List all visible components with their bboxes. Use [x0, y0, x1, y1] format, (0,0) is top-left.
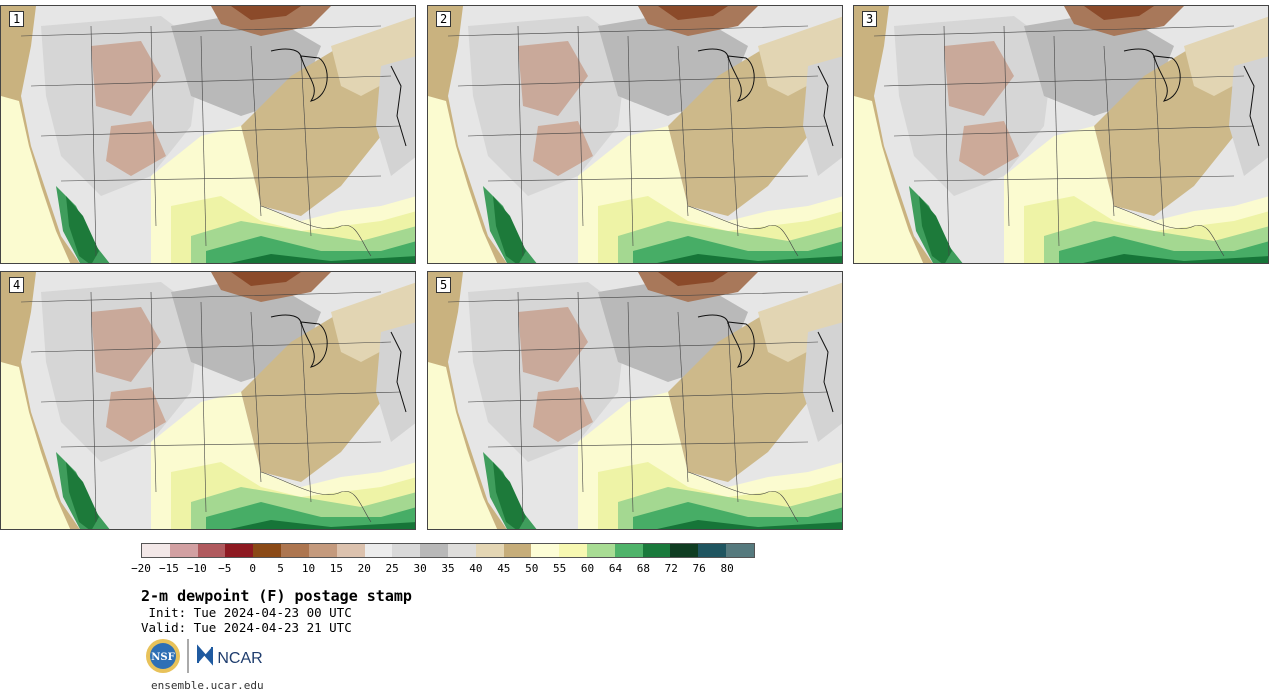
colorbar-tick-label: 30 [413, 562, 427, 575]
member-label: 5 [436, 277, 452, 293]
member-label: 4 [9, 277, 25, 293]
colorbar-swatch [447, 544, 476, 557]
dewpoint-map [428, 6, 842, 263]
colorbar-swatch [253, 544, 282, 557]
colorbar-tick-label: 76 [692, 562, 706, 575]
member-label: 3 [862, 11, 878, 27]
colorbar-swatch [531, 544, 560, 557]
colorbar-swatch [364, 544, 393, 557]
colorbar-tick-label: 15 [329, 562, 343, 575]
colorbar-swatch [225, 544, 254, 557]
colorbar-swatch [169, 544, 198, 557]
ensemble-member-panel-5: 5 [427, 271, 843, 530]
colorbar-tick-label: 80 [720, 562, 734, 575]
colorbar-swatch [308, 544, 337, 557]
colorbar-swatch [336, 544, 365, 557]
colorbar-tick-label: 5 [277, 562, 284, 575]
dewpoint-map [428, 272, 842, 529]
nsf-logo-text: NSF [151, 652, 174, 663]
site-url: ensemble.ucar.edu [151, 679, 264, 692]
ensemble-member-panel-4: 4 [0, 271, 416, 530]
plot-title: 2-m dewpoint (F) postage stamp [141, 587, 412, 605]
colorbar-swatch [475, 544, 504, 557]
ensemble-member-panel-2: 2 [427, 5, 843, 264]
nsf-logo-icon: NSF [146, 639, 180, 673]
valid-time: Valid: Tue 2024-04-23 21 UTC [141, 620, 352, 635]
colorbar-tick-label: −20 [131, 562, 151, 575]
colorbar-swatch [726, 544, 754, 557]
colorbar-tick-label: 40 [469, 562, 483, 575]
ncar-logo-text: NCAR [217, 650, 262, 667]
colorbar-tick-label: 45 [497, 562, 511, 575]
colorbar-tick-label: 60 [580, 562, 595, 575]
member-label: 2 [436, 11, 452, 27]
colorbar-tick-label: −10 [186, 562, 207, 575]
colorbar-swatch [670, 544, 699, 557]
init-time: Init: Tue 2024-04-23 00 UTC [141, 605, 352, 620]
colorbar-swatch [642, 544, 671, 557]
colorbar-tick-label: −15 [158, 562, 179, 575]
colorbar-tick-label: 25 [385, 562, 399, 575]
colorbar-tick-label: 10 [301, 562, 316, 575]
colorbar-swatch [503, 544, 532, 557]
dewpoint-map [1, 6, 415, 263]
colorbar-swatch [587, 544, 615, 557]
colorbar-swatch [420, 544, 448, 557]
dewpoint-map [1, 272, 415, 529]
colorbar-tick-label: 64 [608, 562, 623, 575]
dewpoint-map [854, 6, 1268, 263]
colorbar-swatch [197, 544, 226, 557]
colorbar-swatch [559, 544, 587, 557]
colorbar-swatch [698, 544, 727, 557]
colorbar [141, 543, 755, 558]
colorbar-ticks: −20 −15 −10 −5 0 5 10 15 20 25 30 35 40 45 50 55 60 64 68 7… [131, 562, 755, 576]
colorbar-tick-label: 0 [249, 562, 256, 575]
colorbar-swatch [392, 544, 421, 557]
ensemble-member-panel-3: 3 [853, 5, 1269, 264]
colorbar-swatch [281, 544, 309, 557]
colorbar-tick-label: 72 [664, 562, 678, 575]
ensemble-member-panel-1: 1 [0, 5, 416, 264]
member-label: 1 [9, 11, 25, 27]
colorbar-swatch [142, 544, 170, 557]
colorbar-tick-label: 35 [441, 562, 455, 575]
colorbar-tick-label: 68 [636, 562, 650, 575]
sponsor-logos: NSF NCAR [146, 639, 263, 673]
colorbar-tick-label: 20 [357, 562, 371, 575]
colorbar-tick-label: 55 [553, 562, 567, 575]
colorbar-tick-label: 50 [525, 562, 539, 575]
colorbar-tick-label: −5 [218, 562, 232, 575]
colorbar-swatch [614, 544, 643, 557]
ncar-logo-icon: NCAR [197, 644, 263, 667]
